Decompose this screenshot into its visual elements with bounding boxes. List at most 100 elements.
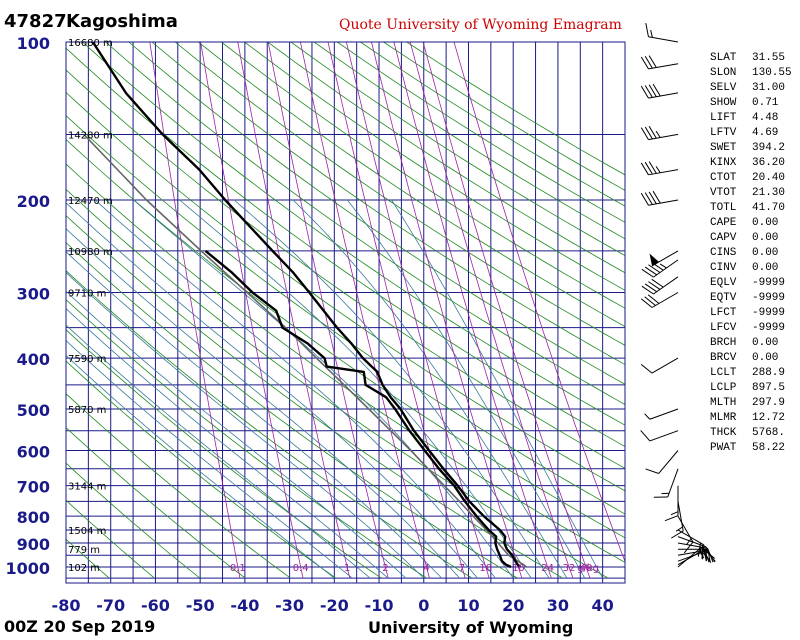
temperature-tick-label: -20 (320, 596, 349, 615)
height-label: 10980 m (68, 247, 113, 258)
barb-half (675, 526, 683, 532)
index-name: VTOT (710, 187, 737, 199)
barb-full (644, 85, 653, 98)
wind-barb (671, 501, 684, 539)
index-name: EQLV (710, 277, 737, 289)
barb-half (686, 538, 692, 546)
index-row: MLMR 12.72 (710, 412, 785, 424)
wind-barb (640, 161, 679, 176)
mixing-ratio-line (267, 42, 389, 579)
wind-barb (640, 55, 679, 70)
barb-staff (653, 276, 679, 295)
plot-frame (65, 41, 626, 584)
temperature-tick-label: -10 (365, 596, 394, 615)
index-row: LCLP 897.5 (710, 382, 785, 394)
barb-full (648, 264, 661, 273)
wind-barb (641, 276, 679, 295)
index-row: TOTL 41.70 (710, 202, 785, 214)
barb-staff (658, 450, 679, 474)
wind-barb (677, 529, 705, 559)
barb-full (644, 283, 657, 293)
barb-half (655, 166, 661, 173)
index-name: LCLP (710, 382, 737, 394)
barb-full (640, 85, 649, 99)
moist-adiabat-line (94, 199, 496, 579)
dry-adiabat-line (66, 47, 625, 447)
barb-full (644, 266, 657, 276)
index-row: SLAT 31.55 (710, 52, 785, 64)
index-name: LFCT (710, 307, 737, 319)
barb-full (644, 161, 653, 175)
height-label: 3144 m (68, 482, 106, 493)
barb-full (644, 296, 656, 306)
index-row: LFCV -9999 (710, 322, 785, 334)
dry-adiabat-line (66, 91, 625, 492)
footer-source: University of Wyoming (368, 618, 573, 637)
index-value: 0.00 (752, 247, 778, 259)
barb-staff (667, 468, 679, 498)
wind-barb (645, 450, 679, 474)
dry-adiabat-line (66, 499, 155, 579)
barb-staff (648, 199, 679, 206)
temperature-axis: -80 -70 -60 -50 -40 -30 -20 -10 0 10 20 30 40 (52, 596, 614, 615)
index-name: PWAT (710, 442, 737, 454)
index-row: CAPE 0.00 (710, 217, 778, 229)
barb-full (644, 126, 653, 140)
mixing-ratio-label: 16 (512, 563, 525, 574)
mixing-ratio-label: g/kg (577, 563, 599, 574)
barb-half (670, 511, 679, 516)
pressure-tick-label: 700 (17, 478, 50, 497)
barb-full (701, 544, 705, 559)
barb-half (661, 492, 670, 495)
index-row: SHOW 0.71 (710, 97, 779, 109)
height-label: 9710 m (68, 288, 106, 299)
index-row: CINV 0.00 (710, 262, 778, 274)
pressure-tick-label: 400 (17, 350, 50, 369)
footer-time: 00Z 20 Sep 2019 (4, 617, 155, 636)
wind-barbs (640, 23, 716, 568)
dry-adiabat-line (220, 42, 625, 309)
barb-full (648, 281, 661, 290)
index-row: EQLV -9999 (710, 277, 785, 289)
barb-full (644, 192, 653, 205)
temperature-tick-label: -40 (230, 596, 259, 615)
index-value: 21.30 (752, 187, 785, 199)
mixing-ratio-line (300, 42, 430, 579)
index-row: SLON 130.55 (710, 67, 792, 79)
index-name: SHOW (710, 97, 737, 109)
barb-full (641, 285, 654, 295)
dry-adiabat-line (66, 427, 246, 579)
index-value: 394.2 (752, 142, 785, 154)
index-name: LFTV (710, 127, 737, 139)
mixing-ratio-line (393, 42, 552, 579)
moist-adiabat-line (292, 199, 568, 579)
index-name: CAPV (710, 232, 737, 244)
barb-staff (648, 36, 679, 43)
index-value: 0.00 (752, 262, 778, 274)
index-row: EQTV -9999 (710, 292, 785, 304)
temperature-tick-label: 10 (457, 596, 479, 615)
height-label: 7590 m (68, 354, 106, 365)
mixing-ratio-label: 0.4 (293, 563, 309, 574)
barb-full (648, 161, 657, 174)
mixing-ratio-line (200, 42, 304, 579)
height-label: 1504 m (68, 526, 106, 537)
mixing-ratio-line (346, 42, 490, 579)
dry-adiabat-line (105, 42, 625, 406)
dry-adiabat-line (290, 42, 625, 257)
height-labels: 16680 m 14280 m 12470 m 10980 m 9710 m 7590 m… (68, 38, 113, 574)
barb-full (652, 83, 661, 97)
index-row: LCLT 288.9 (710, 367, 785, 379)
station-id: 47827 (4, 11, 67, 32)
temperature-tick-label: -80 (52, 596, 81, 615)
pressure-tick-label: 100 (17, 34, 50, 53)
wind-barb (640, 430, 679, 442)
barb-full (697, 542, 702, 557)
barb-staff (648, 133, 679, 141)
barb-full (641, 268, 654, 278)
index-name: KINX (710, 157, 737, 169)
barb-full (707, 548, 711, 562)
index-value: 297.9 (752, 397, 785, 409)
mixing-ratio-labels: 0.1 0.4 1 2 4 7 10 16 24 32 40g/kg (230, 563, 599, 574)
